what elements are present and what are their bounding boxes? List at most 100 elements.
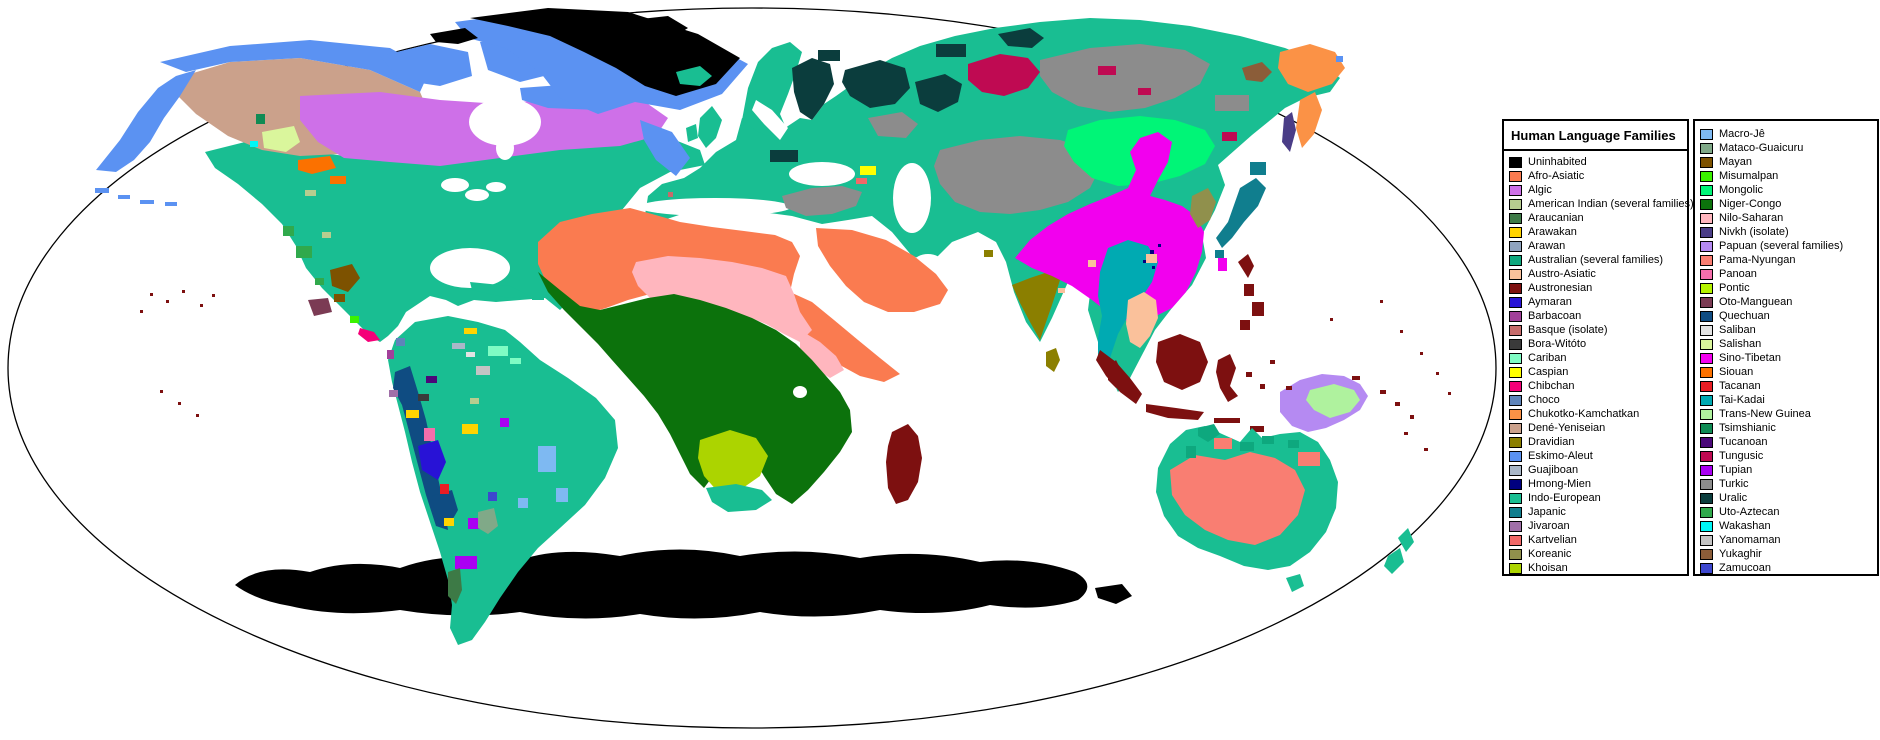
legend-item: Aymaran	[1509, 295, 1683, 309]
legend-item-label: Pontic	[1719, 282, 1750, 294]
legend-item-label: Chukotko-Kamchatkan	[1528, 408, 1640, 420]
yukaghir-swatch	[1700, 548, 1713, 560]
region-tungusic	[968, 54, 1237, 141]
legend-item: Yukaghir	[1700, 547, 1873, 561]
region-tasmania	[1286, 574, 1304, 592]
region-turkic	[782, 44, 1249, 216]
region-tupian-3	[500, 418, 509, 427]
legend-item: Saliban	[1700, 323, 1873, 337]
deneYeniseian-swatch	[1509, 422, 1522, 434]
mediterranean-sea	[639, 198, 791, 216]
pamaNyungan-swatch	[1700, 254, 1713, 266]
black-sea	[789, 162, 855, 186]
region-guajiboan	[452, 343, 465, 349]
jivaroan-swatch	[1509, 520, 1522, 532]
region-siouan-1	[298, 156, 336, 174]
legend-item: Mongolic	[1700, 183, 1873, 197]
legend-column-1: Uninhabited Afro-Asiatic Algic American Ind…	[1504, 151, 1694, 575]
region-khoisan	[698, 430, 768, 492]
nivkh-swatch	[1700, 226, 1713, 238]
chibchan-swatch	[1509, 380, 1522, 392]
salishan-swatch	[1700, 338, 1713, 350]
region-madagascar-austronesian	[886, 424, 922, 504]
region-new-zealand	[1384, 528, 1414, 574]
region-uto-aztecan-3	[315, 278, 324, 285]
legend-item-label: Niger-Congo	[1719, 198, 1782, 210]
misumalpan-swatch	[1700, 170, 1713, 182]
legend-item-label: Saliban	[1719, 324, 1756, 336]
region-mataco-guaicuru	[478, 508, 498, 534]
legend-item-label: Jivaroan	[1528, 520, 1570, 532]
region-antarctic-islet	[1095, 584, 1132, 604]
legend-item-label: Tai-Kadai	[1719, 394, 1765, 406]
dravidian-swatch	[1509, 436, 1522, 448]
legend-item-label: Araucanian	[1528, 212, 1584, 224]
legend-item: Uto-Aztecan	[1700, 505, 1873, 519]
legend-item: Tupian	[1700, 463, 1873, 477]
legend-item: Pama-Nyungan	[1700, 253, 1873, 267]
legend-item: Tacanan	[1700, 379, 1873, 393]
region-nilo-saharan-east	[800, 330, 844, 378]
tacanan-swatch	[1700, 380, 1713, 392]
region-barbacoan	[387, 350, 394, 359]
legend-item-label: Tsimshianic	[1719, 422, 1776, 434]
region-tacanan	[440, 484, 449, 494]
quechuan-swatch	[1700, 310, 1713, 322]
region-austro-asiatic-burma	[1088, 260, 1096, 267]
region-ireland	[686, 124, 698, 142]
region-american-indian-2	[322, 232, 331, 238]
legend-item-label: Arawan	[1528, 240, 1566, 252]
region-misumalpan	[350, 316, 359, 323]
legend-item-label: Mataco-Guaicuru	[1719, 142, 1804, 154]
legend-item: Austronesian	[1509, 281, 1683, 295]
legend-item: Panoan	[1700, 267, 1873, 281]
region-taiwan	[1218, 258, 1227, 271]
legend-item: Basque (isolate)	[1509, 323, 1683, 337]
region-africa-horn-afro-asiatic	[790, 292, 900, 382]
legend-item: Araucanian	[1509, 211, 1683, 225]
aymaran-swatch	[1509, 296, 1522, 308]
wakashan-swatch	[1700, 520, 1713, 532]
legend-item-label: Algic	[1528, 184, 1552, 196]
legend-item-label: Dravidian	[1528, 436, 1575, 448]
indoEuropean-swatch	[1509, 492, 1522, 504]
legend-item-label: American Indian (several families)	[1528, 198, 1694, 210]
niloSaharan-swatch	[1700, 212, 1713, 224]
legend-item: Arawakan	[1509, 225, 1683, 239]
legend-item: Tungusic	[1700, 449, 1873, 463]
legend-item: Nivkh (isolate)	[1700, 225, 1873, 239]
region-austro-asiatic-north	[1146, 254, 1157, 263]
choco-swatch	[1509, 394, 1522, 406]
legend-item: Cariban	[1509, 351, 1683, 365]
legend-item: Guajiboan	[1509, 463, 1683, 477]
legend-item-label: Australian (several families)	[1528, 254, 1664, 266]
legend-item-label: Sino-Tibetan	[1719, 352, 1781, 364]
region-hispaniola	[532, 294, 544, 300]
legend-item-label: Aymaran	[1528, 296, 1572, 308]
legend-item: Kartvelian	[1509, 533, 1683, 547]
region-cariban-2	[510, 358, 521, 364]
legend-item-label: Pama-Nyungan	[1719, 254, 1796, 266]
americanIndian-swatch	[1509, 198, 1522, 210]
legend-item-label: Panoan	[1719, 268, 1757, 280]
zamucoan-swatch	[1700, 562, 1713, 574]
region-pama-nyungan-3	[1214, 438, 1232, 449]
region-munda-1	[1058, 288, 1065, 293]
legend-item: Yanomaman	[1700, 533, 1873, 547]
legend-item-label: Koreanic	[1528, 548, 1572, 560]
lake-victoria	[793, 386, 807, 398]
papuan-swatch	[1700, 240, 1713, 252]
arawakan-swatch	[1509, 226, 1522, 238]
legend-item: Choco	[1509, 393, 1683, 407]
region-brahui-dravidian	[984, 250, 993, 257]
legend-item: Chukotko-Kamchatkan	[1509, 407, 1683, 421]
legend-item: Tucanoan	[1700, 435, 1873, 449]
region-american-indian-3	[470, 398, 479, 404]
saliban-swatch	[1700, 324, 1713, 336]
legend-item: Sino-Tibetan	[1700, 351, 1873, 365]
legend-item: Uralic	[1700, 491, 1873, 505]
legend-item: Indo-European	[1509, 491, 1683, 505]
region-tupian-1	[455, 556, 477, 569]
legend-item-label: Caspian	[1528, 366, 1569, 378]
great-lake-3	[486, 182, 506, 192]
